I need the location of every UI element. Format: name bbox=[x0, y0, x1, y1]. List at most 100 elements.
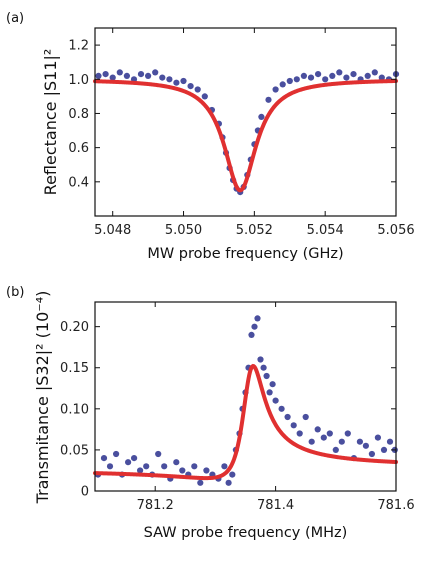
panel-a-data-point bbox=[322, 76, 329, 83]
panel-a-data-point bbox=[95, 72, 102, 79]
panel-a-data-point bbox=[265, 96, 272, 103]
panel-a-data-point bbox=[336, 69, 343, 76]
panel-a-y-tick-label: 1.2 bbox=[68, 39, 89, 54]
panel-b-data-point bbox=[161, 463, 168, 470]
panel-b-data-point bbox=[143, 463, 150, 470]
panel-b-x-tick-label: 781.4 bbox=[257, 498, 294, 513]
panel-b-data-point bbox=[173, 459, 180, 466]
panel-a-data-point bbox=[180, 77, 187, 85]
panel-a: (a) 5.048 5.050 5.052 5.054 5.056 0.4 0.6 0.8 1… bbox=[6, 11, 415, 262]
panel-a-data-point bbox=[329, 72, 336, 79]
panel-a-data-point bbox=[201, 93, 208, 100]
panel-a-data-point bbox=[123, 72, 130, 79]
panel-b-data-point bbox=[338, 438, 345, 445]
panel-b-data-point bbox=[260, 364, 267, 371]
panel-b-axes-frame bbox=[94, 301, 397, 492]
panel-b-data-point bbox=[314, 426, 321, 433]
panel-a-data-point bbox=[371, 69, 378, 76]
panel-a-data-point bbox=[116, 69, 123, 76]
panel-b-data-point bbox=[302, 413, 309, 421]
panel-b-data-point bbox=[326, 430, 333, 437]
panel-b: (b) 781.2 781.4 781.6 0 0.05 0.10 0.15 0.20 SA… bbox=[6, 285, 415, 541]
panel-a-data-point bbox=[166, 76, 173, 83]
panel-b-data-point bbox=[248, 331, 255, 338]
panel-b-data-point bbox=[251, 323, 258, 330]
panel-b-data-point bbox=[272, 397, 279, 404]
panel-a-data-point bbox=[279, 81, 286, 88]
panel-b-data-point bbox=[266, 389, 273, 396]
panel-a-x-tick-label: 5.048 bbox=[94, 223, 131, 238]
panel-a-y-tick-label: 1.0 bbox=[68, 73, 89, 88]
panel-b-data-point bbox=[100, 455, 108, 462]
panel-b-x-ticks: 781.2 781.4 781.6 bbox=[137, 302, 415, 513]
panel-b-data-point bbox=[106, 463, 114, 470]
panel-b-data-point bbox=[221, 463, 228, 470]
panel-b-y-tick-label: 0.10 bbox=[60, 402, 89, 417]
panel-a-data-point bbox=[137, 71, 145, 78]
panel-b-data-point bbox=[125, 459, 132, 466]
panel-b-data-point bbox=[290, 422, 297, 429]
panel-b-y-tick-label: 0.05 bbox=[60, 443, 89, 458]
panel-a-x-ticks: 5.048 5.050 5.052 5.054 5.056 bbox=[94, 28, 415, 238]
panel-b-x-label: SAW probe frequency (MHz) bbox=[144, 525, 348, 541]
panel-a-label: (a) bbox=[6, 11, 24, 26]
panel-a-y-label: Reflectance |S11|² bbox=[41, 49, 60, 196]
panel-b-data-point bbox=[320, 434, 327, 441]
panel-a-data-point bbox=[109, 74, 116, 81]
panel-a-data-point bbox=[258, 113, 265, 120]
panel-b-data-point bbox=[113, 450, 120, 458]
panel-b-data-point bbox=[263, 372, 270, 380]
panel-b-data-point bbox=[254, 315, 261, 322]
panel-b-data-point bbox=[368, 450, 375, 458]
panel-a-data-point bbox=[364, 72, 371, 79]
panel-b-data-point bbox=[374, 434, 381, 441]
panel-a-x-label: MW probe frequency (GHz) bbox=[147, 246, 343, 262]
panel-b-data-point bbox=[380, 446, 388, 453]
panel-a-data-point bbox=[187, 83, 194, 90]
panel-b-data-point bbox=[191, 463, 198, 470]
panel-a-data-point bbox=[173, 79, 180, 86]
panel-a-data-point bbox=[272, 86, 279, 93]
panel-b-y-tick-label: 0.20 bbox=[60, 320, 89, 335]
panel-a-y-tick-label: 0.6 bbox=[68, 141, 89, 156]
panel-a-data-point bbox=[194, 86, 201, 93]
panel-b-data-point bbox=[362, 442, 369, 449]
panel-b-data-point bbox=[284, 413, 291, 421]
panel-b-data-point bbox=[278, 405, 285, 412]
panel-a-data-point bbox=[307, 74, 315, 81]
panel-b-label: (b) bbox=[6, 285, 24, 300]
panel-a-axes-frame bbox=[94, 27, 397, 217]
panel-b-y-label: Transmitance |S32|² (10⁻⁴) bbox=[33, 291, 52, 505]
panel-a-data-point bbox=[293, 76, 300, 83]
panel-a-y-ticks: 0.4 0.6 0.8 1.0 1.2 bbox=[68, 39, 396, 190]
panel-b-data-point bbox=[137, 467, 144, 474]
panel-b-data-point bbox=[257, 356, 264, 363]
panel-a-data-point bbox=[350, 71, 357, 78]
panel-a-x-tick-label: 5.052 bbox=[236, 223, 273, 238]
panel-b-data-point bbox=[131, 455, 138, 462]
panel-b-data-point bbox=[344, 430, 351, 437]
panel-b-data-point bbox=[386, 438, 394, 445]
panel-b-data-point bbox=[269, 381, 276, 388]
panel-b-data-point bbox=[332, 446, 339, 453]
panel-b-data-point bbox=[203, 467, 210, 474]
panel-a-data-point bbox=[159, 74, 166, 81]
panel-b-x-tick-label: 781.2 bbox=[137, 498, 174, 513]
panel-a-x-tick-label: 5.054 bbox=[307, 223, 344, 238]
panel-a-data-point bbox=[343, 74, 350, 81]
panel-a-data-point bbox=[152, 69, 159, 76]
panel-b-fit-curve bbox=[93, 363, 398, 481]
panel-a-data-point bbox=[315, 71, 322, 78]
panel-b-data-point bbox=[308, 438, 315, 445]
panel-b-data-point bbox=[155, 450, 162, 458]
panel-b-data-point bbox=[179, 467, 186, 474]
panel-a-data-point bbox=[378, 74, 385, 81]
panel-b-data-point bbox=[229, 471, 236, 478]
panel-a-x-tick-label: 5.056 bbox=[377, 223, 414, 238]
panel-b-y-ticks: 0 0.05 0.10 0.15 0.20 bbox=[60, 320, 396, 500]
panel-a-x-tick-label: 5.050 bbox=[165, 223, 202, 238]
panel-a-y-tick-label: 0.4 bbox=[68, 175, 89, 190]
panel-a-data-point bbox=[286, 77, 293, 85]
panel-b-data-point bbox=[356, 438, 363, 445]
